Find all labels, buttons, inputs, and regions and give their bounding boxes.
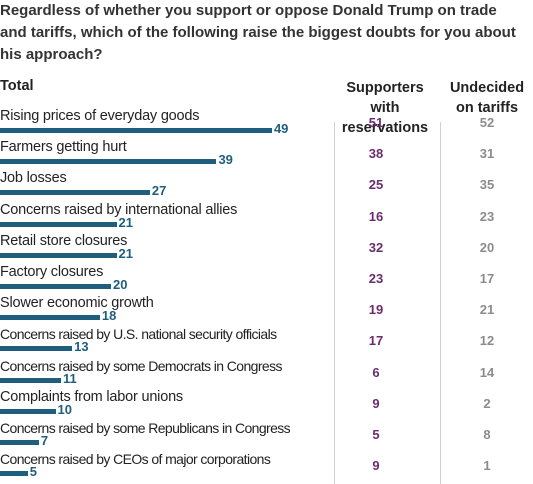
supporters-value: 51 (368, 115, 384, 130)
supporters-value: 32 (368, 239, 384, 255)
chart-row: Farmers getting hurt 39 38 31 (0, 139, 533, 170)
total-bar (0, 346, 73, 352)
total-bar (0, 377, 62, 383)
category-label: Rising prices of everyday goods (0, 108, 200, 124)
category-label: Retail store closures (0, 232, 128, 249)
supporters-value: 9 (372, 395, 380, 411)
total-value-label: 10 (57, 401, 72, 417)
category-label: Concerns raised by U.S. national securit… (0, 326, 277, 343)
total-bar (0, 315, 100, 321)
undecided-value: 31 (479, 146, 495, 162)
column-divider-undecided (440, 122, 441, 484)
total-value-label: 5 (29, 464, 37, 480)
category-label: Slower economic growth (0, 295, 154, 312)
total-bar (0, 128, 272, 133)
supporters-value: 17 (368, 333, 384, 349)
undecided-value: 52 (479, 115, 495, 130)
category-label: Farmers getting hurt (0, 139, 127, 156)
total-bar (0, 190, 150, 196)
category-label: Concerns raised by international allies (0, 201, 238, 218)
chart-row: Concerns raised by some Democrats in Con… (0, 358, 533, 389)
chart-row: Retail store closures 21 32 20 (0, 233, 533, 264)
total-bar (0, 440, 39, 445)
total-value-label: 39 (218, 152, 233, 168)
supporters-value: 16 (368, 208, 384, 224)
chart-row: Concerns raised by U.S. national securit… (0, 326, 533, 357)
chart-row: Complaints from labor unions 10 9 2 (0, 389, 533, 420)
chart-row: Concerns raised by international allies 2… (0, 202, 533, 233)
chart-question: Regardless of whether you support or opp… (0, 2, 516, 63)
chart-row: Slower economic growth 18 19 21 (0, 295, 533, 326)
total-value-label: 7 (40, 433, 49, 448)
chart-row: Concerns raised by CEOs of major corpora… (0, 451, 533, 482)
column-header-total: Total (0, 78, 34, 94)
category-label: Complaints from labor unions (0, 388, 183, 405)
undecided-value: 21 (479, 302, 495, 318)
total-bar (0, 159, 217, 165)
column-divider-supporters (334, 122, 335, 484)
total-bar (0, 221, 117, 227)
column-header-undecided: Undecided on tariffs (449, 80, 525, 116)
undecided-value: 35 (479, 177, 495, 193)
supporters-value: 23 (368, 271, 384, 286)
category-label: Factory closures (0, 264, 104, 280)
supporters-value: 38 (368, 146, 384, 162)
category-label: Concerns raised by some Republicans in C… (0, 420, 291, 436)
supporters-value: 9 (372, 458, 380, 474)
total-bar (0, 284, 111, 289)
total-value-label: 27 (151, 183, 167, 199)
total-value-label: 20 (113, 277, 128, 292)
undecided-value: 12 (479, 333, 495, 349)
total-value-label: 18 (101, 308, 117, 324)
category-label: Job losses (0, 170, 67, 187)
supporters-value: 5 (372, 427, 380, 442)
category-label: Concerns raised by some Democrats in Con… (0, 357, 283, 374)
total-value-label: 49 (273, 121, 289, 136)
chart-row: Job losses 27 25 35 (0, 170, 533, 201)
category-label: Concerns raised by CEOs of major corpora… (0, 451, 271, 468)
undecided-value: 1 (483, 458, 491, 474)
undecided-value: 20 (479, 239, 495, 255)
chart-row: Factory closures 20 23 17 (0, 264, 533, 295)
chart-row: Concerns raised by some Republicans in C… (0, 420, 533, 451)
undecided-value: 23 (479, 208, 495, 224)
total-bar (0, 471, 28, 477)
total-value-label: 11 (63, 370, 77, 386)
total-value-label: 21 (118, 245, 134, 261)
undecided-value: 8 (483, 427, 491, 442)
column-header-supporters: Supporters with reservations (341, 80, 429, 136)
supporters-value: 19 (368, 302, 384, 318)
undecided-value: 14 (479, 364, 495, 380)
supporters-value: 6 (372, 364, 380, 380)
supporters-value: 25 (368, 177, 384, 193)
undecided-value: 2 (483, 395, 491, 411)
undecided-value: 17 (479, 271, 495, 286)
chart-row: Rising prices of everyday goods 49 51 52 (0, 108, 533, 139)
total-bar (0, 408, 56, 414)
total-value-label: 21 (118, 214, 134, 230)
total-value-label: 13 (74, 339, 89, 355)
total-bar (0, 252, 117, 258)
